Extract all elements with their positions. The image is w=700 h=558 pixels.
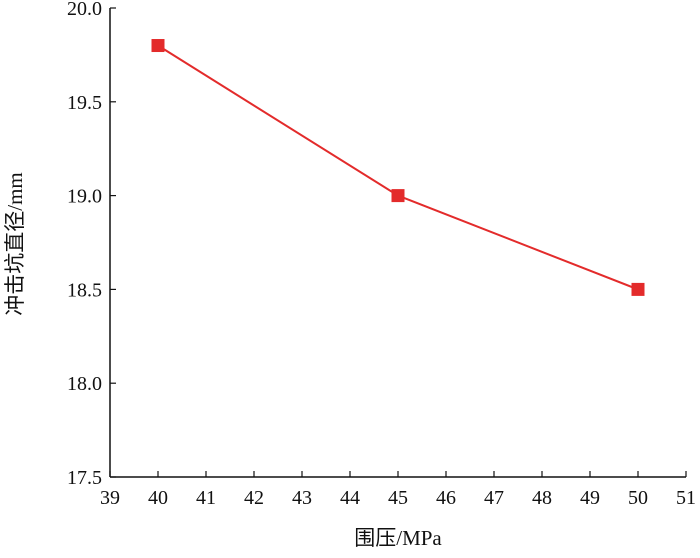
- x-tick-label: 48: [532, 487, 552, 509]
- data-point-marker: [391, 189, 405, 203]
- series-line: [157, 44, 639, 291]
- x-tick-label: 50: [628, 487, 648, 509]
- x-tick-label: 43: [292, 487, 312, 509]
- x-tick-label: 39: [100, 487, 120, 509]
- y-tick-label: 18.0: [67, 373, 102, 395]
- x-tick-label: 51: [676, 487, 696, 509]
- y-tick-label: 17.5: [67, 467, 102, 489]
- axes: [109, 8, 686, 478]
- data-point-marker: [151, 39, 165, 53]
- x-axis-ticks: 39 40 41 42 43 44 45 46 47 48 49 50 51: [100, 471, 696, 509]
- x-axis-title: 围压/MPa: [354, 526, 442, 550]
- x-tick-label: 45: [388, 487, 408, 509]
- x-tick-label: 47: [484, 487, 504, 509]
- y-tick-label: 19.5: [67, 92, 102, 114]
- y-axis-ticks: 17.5 18.0 18.5 19.0 19.5 20.0: [67, 0, 116, 489]
- x-tick-label: 40: [148, 487, 168, 509]
- x-tick-label: 46: [436, 487, 456, 509]
- x-tick-label: 41: [196, 487, 216, 509]
- y-axis-title: 冲击坑直径/mm: [3, 172, 27, 316]
- x-tick-label: 49: [580, 487, 600, 509]
- y-tick-label: 20.0: [67, 0, 102, 20]
- x-tick-label: 44: [340, 487, 360, 509]
- series-layer: [151, 39, 645, 296]
- y-tick-label: 19.0: [67, 186, 102, 208]
- x-tick-label: 42: [244, 487, 264, 509]
- y-tick-label: 18.5: [67, 279, 102, 301]
- data-point-marker: [631, 282, 645, 296]
